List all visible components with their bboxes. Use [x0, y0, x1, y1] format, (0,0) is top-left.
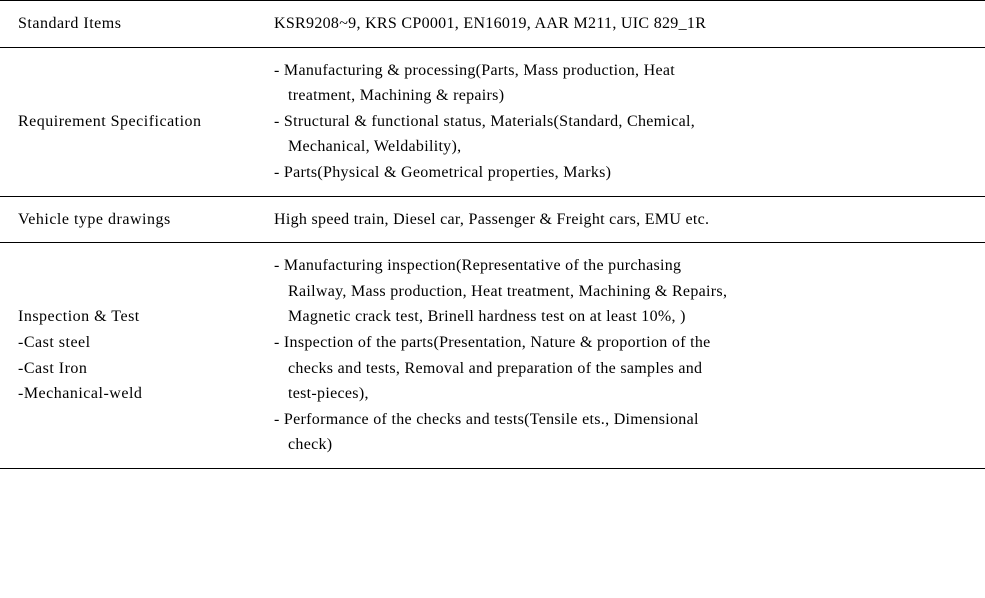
value-text: check) — [274, 432, 967, 458]
row-label: Standard Items — [0, 11, 270, 37]
value-text: test-pieces), — [274, 381, 967, 407]
row-value: - Manufacturing & processing(Parts, Mass… — [270, 58, 985, 186]
value-text: treatment, Machining & repairs) — [274, 83, 967, 109]
value-text: checks and tests, Removal and preparatio… — [274, 356, 967, 382]
row-label: Inspection & Test -Cast steel -Cast Iron… — [0, 253, 270, 458]
row-label: Requirement Specification — [0, 58, 270, 186]
row-value: KSR9208~9, KRS CP0001, EN16019, AAR M211… — [270, 11, 985, 37]
value-text: Railway, Mass production, Heat treatment… — [274, 279, 967, 305]
row-value: High speed train, Diesel car, Passenger … — [270, 207, 985, 233]
value-text: Mechanical, Weldability), — [274, 134, 967, 160]
table-row: Requirement Specification - Manufacturin… — [0, 48, 985, 197]
label-text: Requirement Specification — [18, 109, 262, 135]
standards-table: Standard Items KSR9208~9, KRS CP0001, EN… — [0, 0, 985, 469]
label-text: Vehicle type drawings — [18, 207, 262, 233]
value-text: - Performance of the checks and tests(Te… — [274, 407, 967, 433]
value-text: Magnetic crack test, Brinell hardness te… — [274, 304, 967, 330]
value-text: - Inspection of the parts(Presentation, … — [274, 330, 967, 356]
label-text: -Mechanical-weld — [18, 381, 262, 407]
label-text: Standard Items — [18, 11, 262, 37]
value-text: - Structural & functional status, Materi… — [274, 109, 967, 135]
value-text: - Parts(Physical & Geometrical propertie… — [274, 160, 967, 186]
value-text: High speed train, Diesel car, Passenger … — [274, 207, 967, 233]
table-row: Vehicle type drawings High speed train, … — [0, 197, 985, 244]
label-text: -Cast Iron — [18, 356, 262, 382]
row-value: - Manufacturing inspection(Representativ… — [270, 253, 985, 458]
label-text: Inspection & Test — [18, 304, 262, 330]
value-text: - Manufacturing inspection(Representativ… — [274, 253, 967, 279]
label-text: -Cast steel — [18, 330, 262, 356]
table-row: Standard Items KSR9208~9, KRS CP0001, EN… — [0, 0, 985, 48]
value-text: - Manufacturing & processing(Parts, Mass… — [274, 58, 967, 84]
row-label: Vehicle type drawings — [0, 207, 270, 233]
table-row: Inspection & Test -Cast steel -Cast Iron… — [0, 243, 985, 469]
value-text: KSR9208~9, KRS CP0001, EN16019, AAR M211… — [274, 11, 967, 37]
